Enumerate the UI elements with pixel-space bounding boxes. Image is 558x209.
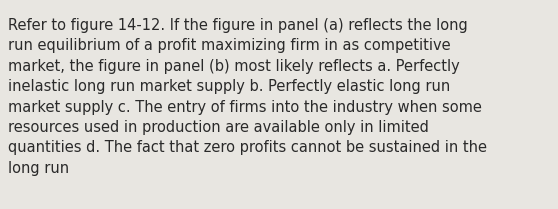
Text: Refer to figure 14-12. If the figure in panel (a) reflects the long
run equilibr: Refer to figure 14-12. If the figure in … — [8, 18, 487, 176]
